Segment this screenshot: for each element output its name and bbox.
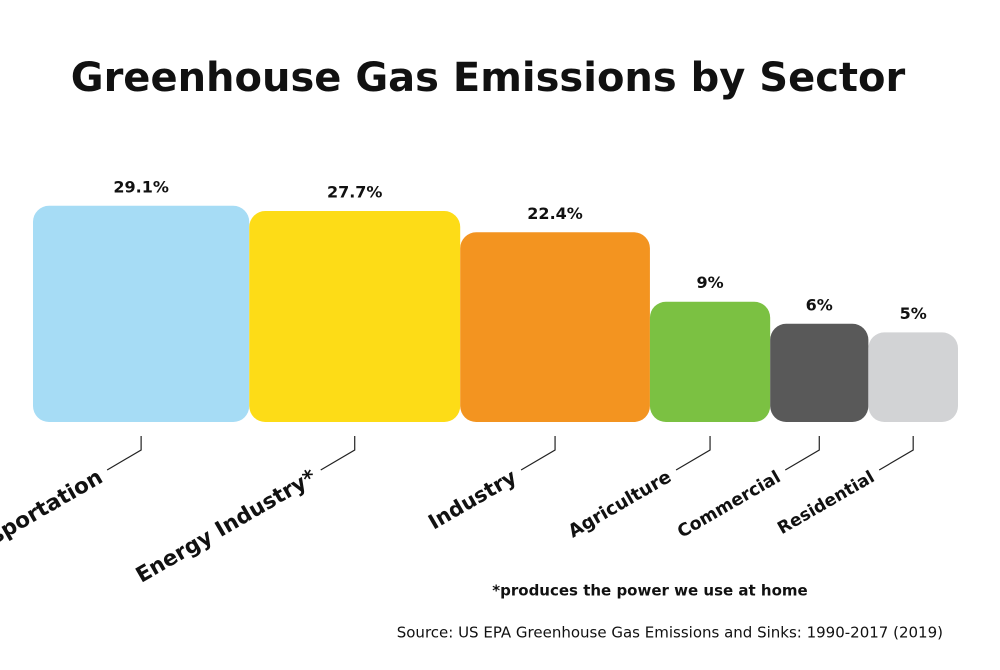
leader-line [520,436,556,471]
value-label: 6% [806,295,833,314]
leader-line [784,436,820,471]
leader-line [106,436,142,471]
footnote: *produces the power we use at home [492,582,807,600]
bar [33,205,250,422]
bar [249,211,461,422]
leader-line [675,436,711,471]
chart-title: Greenhouse Gas Emissions by Sector [71,55,906,101]
bar [770,323,869,422]
leader-line [878,436,914,471]
x-tick-label: Transportation [0,465,107,576]
source: Source: US EPA Greenhouse Gas Emissions … [397,624,943,642]
value-label: 5% [900,304,927,323]
x-tick-label: Industry [424,464,521,534]
x-tick-label: Commercial [674,467,784,542]
value-label: 22.4% [527,204,583,223]
x-tick-label: Energy Industry* [132,465,321,589]
leader-line [320,436,356,471]
value-label: 27.7% [327,183,383,202]
value-label: 29.1% [113,177,169,196]
x-tick-label: Residential [774,467,878,539]
value-label: 9% [696,273,723,292]
bar [868,332,958,422]
bar [460,232,650,422]
x-tick-label: Agriculture [565,466,675,542]
bar [649,301,771,422]
